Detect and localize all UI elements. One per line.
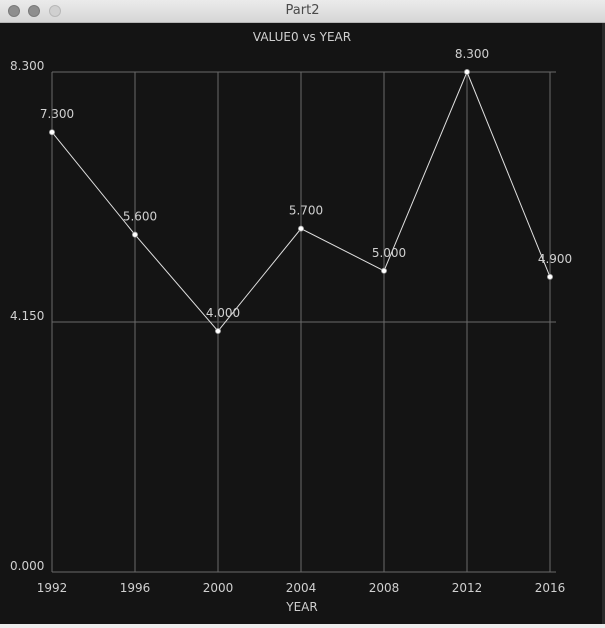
chart-title: VALUE0 vs YEAR	[253, 30, 351, 44]
window-title: Part2	[285, 3, 320, 18]
x-axis-ticks: 1992 1996 2000 2004 2008 2012 2016	[37, 581, 566, 595]
zoom-window-button[interactable]	[49, 5, 61, 17]
minimize-window-button[interactable]	[28, 5, 40, 17]
data-point	[463, 69, 470, 76]
window-edge	[602, 23, 605, 624]
data-label: 4.900	[538, 252, 572, 266]
line-chart: VALUE0 vs YEAR 0.000 4.150 8.300 1992 1996 2…	[10, 30, 572, 614]
data-point	[547, 273, 554, 280]
grid-lines	[51, 71, 556, 573]
x-tick-label: 2008	[369, 581, 400, 595]
x-tick-label: 2016	[535, 581, 566, 595]
x-tick-label: 1996	[120, 581, 151, 595]
data-label: 5.700	[289, 204, 323, 218]
x-tick-label: 2004	[286, 581, 317, 595]
x-axis-label: YEAR	[285, 600, 317, 614]
series-group	[49, 69, 554, 335]
x-tick-label: 1992	[37, 581, 68, 595]
y-tick-label: 4.150	[10, 309, 44, 323]
data-label: 8.300	[455, 47, 489, 61]
data-point	[131, 231, 138, 238]
close-window-button[interactable]	[8, 5, 20, 17]
window-titlebar[interactable]: Part2	[0, 0, 605, 23]
data-point	[214, 328, 221, 335]
data-point	[297, 225, 304, 232]
y-tick-label: 8.300	[10, 59, 44, 73]
data-point	[49, 129, 56, 136]
data-point	[380, 267, 387, 274]
data-label: 4.000	[206, 306, 240, 320]
data-label: 5.600	[123, 210, 157, 224]
data-labels: 7.300 5.600 4.000 5.700 5.000 8.300 4.900	[40, 47, 572, 320]
y-axis-ticks: 0.000 4.150 8.300	[10, 59, 44, 573]
y-tick-label: 0.000	[10, 559, 44, 573]
x-tick-label: 2012	[452, 581, 483, 595]
data-label: 5.000	[372, 246, 406, 260]
x-tick-label: 2000	[203, 581, 234, 595]
data-label: 7.300	[40, 107, 74, 121]
chart-container: VALUE0 vs YEAR 0.000 4.150 8.300 1992 1996 2…	[0, 23, 605, 624]
